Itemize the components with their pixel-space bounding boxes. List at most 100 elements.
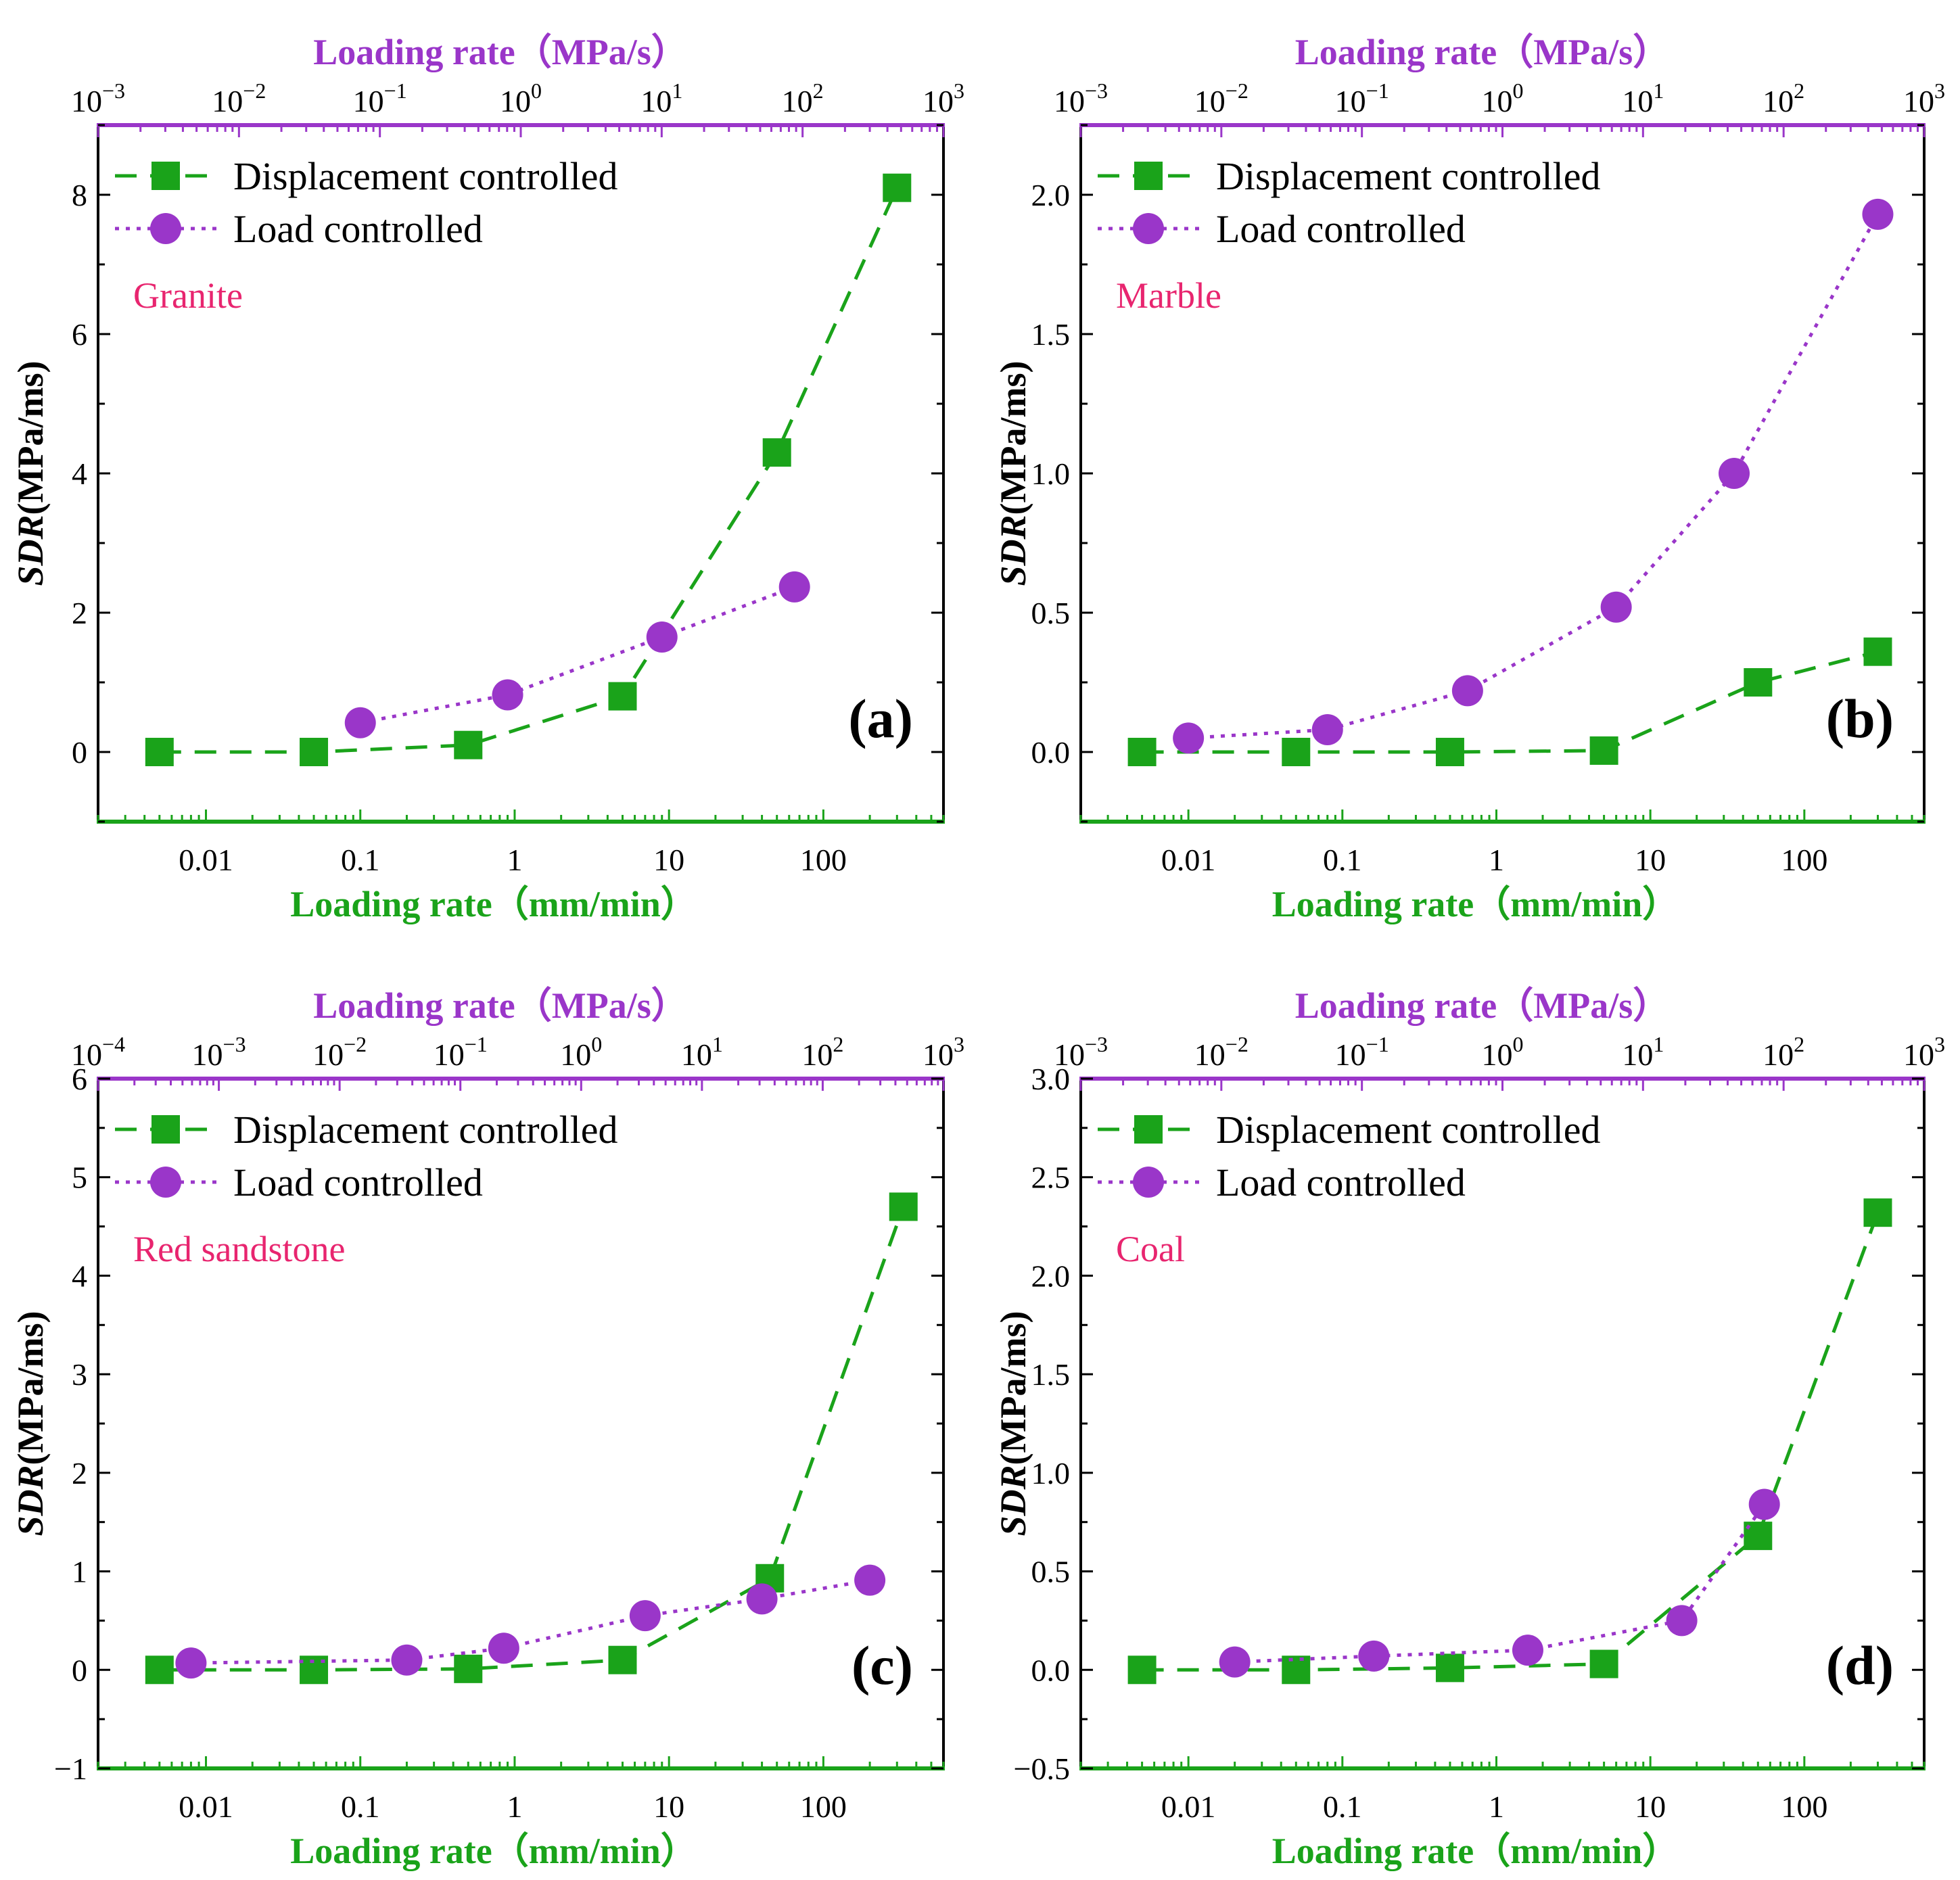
x2-tick-label: 10−4	[71, 1032, 125, 1072]
x2-tick-label: 101	[1622, 1032, 1664, 1072]
legend-marker-circle	[1133, 213, 1164, 244]
x2-tick-label: 103	[923, 1032, 964, 1072]
marker-load	[629, 1600, 661, 1632]
x-tick-label: 100	[1781, 1789, 1827, 1824]
marker-load	[488, 1632, 519, 1664]
marker-displacement	[883, 173, 912, 202]
legend-label: Load controlled	[233, 207, 483, 251]
material-label: Red sandstone	[133, 1229, 345, 1269]
marker-displacement	[1589, 736, 1618, 765]
x2-tick-label: 103	[1903, 78, 1945, 118]
y-axis-title: SDR(MPa/ms)	[10, 1311, 51, 1536]
y-tick-label: −0.5	[1014, 1752, 1070, 1786]
marker-load	[1666, 1605, 1698, 1637]
y-tick-label: 3	[72, 1357, 87, 1392]
x2-axis-title: Loading rate（MPa/s）	[313, 32, 687, 72]
marker-displacement	[608, 1645, 637, 1674]
x-tick-label: 0.1	[341, 1789, 380, 1824]
y-axis-title: SDR(MPa/ms)	[993, 361, 1033, 586]
x2-tick-label: 103	[923, 78, 964, 118]
y-tick-label: 0.0	[1031, 1653, 1071, 1687]
y-tick-label: 5	[72, 1160, 87, 1195]
x-tick-label: 0.01	[179, 1789, 233, 1824]
y-tick-label: 6	[72, 1062, 87, 1096]
x-tick-label: 0.01	[1161, 1789, 1216, 1824]
x2-tick-label: 10−1	[353, 78, 407, 118]
x-tick-label: 10	[1635, 843, 1666, 877]
series-line-displacement	[1142, 650, 1879, 754]
y-tick-label: 2.0	[1031, 178, 1071, 212]
marker-displacement	[454, 730, 483, 759]
series-line-displacement	[159, 187, 899, 754]
x2-tick-label: 100	[1482, 1032, 1524, 1072]
x-tick-label: 1	[507, 1789, 522, 1824]
marker-load	[1600, 591, 1632, 623]
marker-displacement	[145, 738, 174, 766]
y-tick-label: 0.5	[1031, 596, 1071, 630]
x2-tick-label: 10−2	[1194, 78, 1249, 118]
legend-label: Load controlled	[1216, 1160, 1466, 1204]
x2-tick-label: 10−1	[1335, 78, 1389, 118]
x2-tick-label: 102	[782, 78, 824, 118]
marker-displacement	[1127, 1655, 1157, 1685]
x2-tick-label: 10−3	[71, 78, 125, 118]
x-tick-label: 1	[1489, 843, 1504, 877]
marker-load	[1358, 1640, 1390, 1672]
y-tick-label: 0	[72, 735, 87, 770]
x2-tick-label: 102	[1763, 1032, 1804, 1072]
marker-displacement	[1589, 1649, 1618, 1678]
marker-displacement	[889, 1192, 918, 1221]
marker-displacement	[1127, 738, 1157, 766]
legend-label: Displacement controlled	[233, 1108, 618, 1152]
marker-displacement	[1435, 1653, 1464, 1683]
legend-marker-square	[151, 1115, 180, 1144]
marker-load	[778, 571, 810, 603]
x2-tick-label: 102	[1763, 78, 1804, 118]
x-tick-label: 0.01	[1161, 843, 1216, 877]
legend-marker-circle	[1133, 1167, 1164, 1198]
series-line-displacement	[1142, 1212, 1880, 1672]
chart-panel-d: 0.01 0.1 1 10 100 10−3 10−2 10−1 100 101 102 103 −0.…	[993, 985, 1945, 1871]
y-tick-label: 4	[72, 456, 87, 491]
y-axis-title: SDR(MPa/ms)	[993, 1311, 1033, 1536]
x-tick-label: 0.1	[1323, 1789, 1362, 1824]
marker-load	[1219, 1646, 1251, 1678]
x2-tick-label: 10−1	[1335, 1032, 1389, 1072]
x-tick-label: 10	[653, 843, 684, 877]
x-tick-label: 0.1	[1323, 843, 1362, 877]
x2-axis-title: Loading rate（MPa/s）	[313, 985, 687, 1026]
material-label: Coal	[1116, 1229, 1185, 1269]
x-axis-title: Loading rate（mm/min）	[1272, 1831, 1679, 1871]
x2-tick-label: 10−1	[434, 1032, 488, 1072]
x2-tick-label: 10−2	[312, 1032, 367, 1072]
marker-load	[1451, 675, 1483, 707]
legend-label: Load controlled	[233, 1160, 483, 1204]
y-tick-label: 1.5	[1031, 1357, 1071, 1392]
legend-marker-square	[1134, 1115, 1163, 1144]
y-tick-label: 1	[72, 1555, 87, 1589]
series-line-displacement	[159, 1206, 906, 1672]
marker-load	[1748, 1488, 1780, 1520]
material-label: Marble	[1116, 275, 1221, 316]
y-tick-label: 4	[72, 1259, 87, 1293]
marker-displacement	[1744, 668, 1773, 697]
x-tick-label: 10	[1635, 1789, 1666, 1824]
x2-tick-label: 10−3	[1054, 78, 1108, 118]
chart-panel-a: 0.01 0.1 1 10 100 10−3 10−2 10−1 100 101 102 103 0 2 4…	[10, 32, 964, 924]
y-tick-label: 0.0	[1031, 735, 1071, 770]
x-tick-label: 0.1	[341, 843, 380, 877]
y-tick-label: 2.5	[1031, 1160, 1071, 1195]
marker-load	[1719, 458, 1750, 489]
legend-marker-circle	[150, 1167, 181, 1198]
material-label: Granite	[133, 275, 243, 316]
marker-displacement	[1435, 738, 1464, 766]
y-tick-label: 3.0	[1031, 1062, 1071, 1096]
marker-displacement	[608, 682, 637, 711]
marker-displacement	[454, 1654, 483, 1683]
x-tick-label: 0.01	[179, 843, 233, 877]
y-axis-title: SDR(MPa/ms)	[10, 361, 51, 586]
x2-tick-label: 102	[801, 1032, 843, 1072]
legend-label: Displacement controlled	[1216, 1108, 1601, 1152]
legend-marker-circle	[150, 213, 181, 244]
